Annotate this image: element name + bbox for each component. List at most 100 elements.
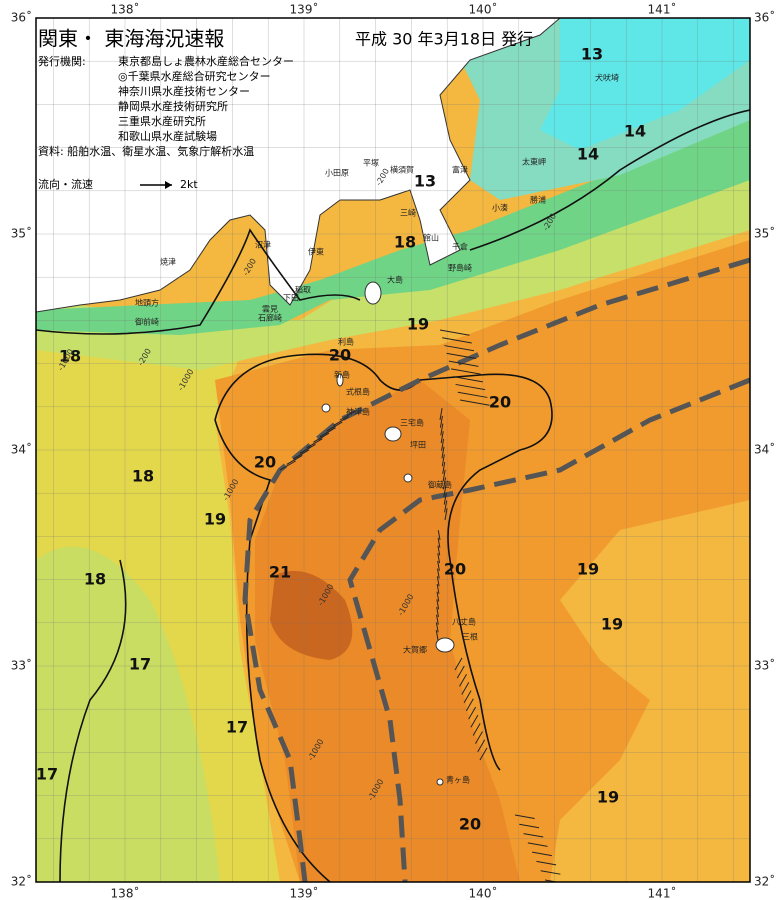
current-arrow bbox=[439, 329, 470, 336]
current-arrow bbox=[463, 690, 472, 703]
current-arrow bbox=[436, 591, 440, 602]
latitude-label: 32˚ bbox=[11, 874, 32, 889]
place-name: 青ヶ島 bbox=[446, 775, 470, 785]
place-name: 御蔵島 bbox=[428, 480, 452, 490]
current-arrow bbox=[443, 492, 447, 505]
current-arrow bbox=[536, 860, 557, 866]
latitude-label: 36˚ bbox=[754, 10, 775, 25]
current-arrow bbox=[286, 455, 303, 465]
place-name: 地頭方 bbox=[135, 298, 159, 308]
temperature-label: 18 bbox=[59, 347, 81, 366]
latitude-label: 34˚ bbox=[11, 442, 32, 457]
isotherm bbox=[214, 419, 331, 882]
temperature-label: 20 bbox=[329, 346, 351, 365]
current-arrow bbox=[475, 731, 483, 744]
place-name: 伊東 bbox=[308, 247, 324, 257]
temperature-label: 13 bbox=[581, 45, 603, 64]
issuer: 静岡県水産技術研究所 bbox=[118, 99, 228, 113]
current-arrow bbox=[442, 477, 447, 490]
place-name: 小田原 bbox=[325, 169, 349, 178]
legend-scale: 2kt bbox=[180, 178, 198, 191]
place-name: 焼津 bbox=[160, 257, 176, 267]
current-arrow bbox=[468, 706, 477, 720]
current-arrow bbox=[454, 657, 463, 671]
island bbox=[336, 373, 344, 387]
current-arrow bbox=[444, 345, 475, 352]
current-arrow bbox=[279, 460, 296, 471]
temperature-label: 19 bbox=[204, 510, 226, 529]
current-arrow bbox=[519, 823, 540, 829]
current-arrow bbox=[446, 352, 477, 360]
latitude-label: 32˚ bbox=[754, 874, 775, 889]
title: 関東・ 東海海況速報 bbox=[38, 27, 224, 51]
current-arrow bbox=[514, 814, 535, 819]
current-arrow bbox=[532, 851, 552, 857]
issuer-list: 東京都島しょ農林水産総合センター◎千葉県水産総合研究センター神奈川県水産技術セン… bbox=[118, 54, 294, 143]
current-arrow bbox=[437, 537, 441, 548]
place-name: 小湊 bbox=[492, 203, 508, 213]
current-arrow bbox=[459, 399, 490, 406]
current-arrow bbox=[436, 606, 439, 618]
place-name: 犬吠埼 bbox=[595, 73, 619, 83]
current-arrow bbox=[523, 833, 544, 838]
place-name: 三宅島 bbox=[400, 418, 424, 428]
longitude-label: 140˚ bbox=[469, 886, 498, 900]
place-name: 三根 bbox=[462, 632, 478, 642]
island bbox=[364, 281, 382, 305]
current-arrow bbox=[293, 449, 310, 460]
current-arrow bbox=[435, 630, 439, 641]
isotherm bbox=[36, 228, 361, 335]
current-arrow bbox=[440, 431, 444, 444]
place-name: 新島 bbox=[334, 370, 350, 380]
current-arrow bbox=[442, 461, 446, 474]
current-arrow bbox=[441, 438, 445, 451]
current-arrow bbox=[457, 391, 488, 398]
place-name: 横須賀 bbox=[390, 165, 414, 175]
place-name: 雲見 bbox=[262, 305, 278, 314]
current-arrow bbox=[437, 545, 441, 556]
current-arrow bbox=[319, 427, 336, 438]
current-arrow bbox=[437, 560, 440, 571]
longitude-label: 141˚ bbox=[648, 2, 677, 17]
issuer: 和歌山県水産試験場 bbox=[118, 129, 217, 143]
place-name: 式根島 bbox=[346, 387, 370, 397]
place-name: 御前崎 bbox=[135, 317, 159, 327]
temperature-label: 18 bbox=[132, 467, 154, 486]
current-arrow bbox=[436, 599, 440, 610]
longitude-label: 140˚ bbox=[469, 2, 498, 17]
sea-13 bbox=[540, 18, 750, 150]
current-arrow bbox=[437, 553, 441, 564]
temperature-label: 17 bbox=[129, 655, 151, 674]
current-arrow bbox=[440, 423, 444, 436]
place-name: 平塚 bbox=[363, 159, 379, 168]
current-arrow bbox=[436, 576, 440, 587]
temperature-label: 20 bbox=[444, 560, 466, 579]
sea-16 bbox=[36, 120, 750, 335]
current-arrow bbox=[339, 410, 356, 421]
place-name: 下田 bbox=[283, 294, 299, 303]
issuer: 神奈川県水産技術センター bbox=[118, 84, 250, 98]
issuer: ◎千葉県水産総合研究センター bbox=[118, 69, 271, 83]
sea-18-north bbox=[36, 160, 750, 370]
legend-label: 流向・流速 bbox=[38, 177, 93, 191]
place-name: 沼津 bbox=[255, 240, 271, 250]
place-name: 野島崎 bbox=[448, 263, 472, 273]
place-name: 大賀郷 bbox=[403, 645, 427, 655]
land bbox=[36, 18, 561, 313]
place-name: 千倉 bbox=[452, 242, 468, 252]
map-frame bbox=[35, 17, 751, 883]
latitude-label: 33˚ bbox=[11, 658, 32, 673]
latitude-label: 35˚ bbox=[11, 226, 32, 241]
islands bbox=[321, 281, 455, 786]
legend-arrow-head bbox=[165, 181, 172, 189]
current-arrow bbox=[333, 416, 350, 426]
temperature-label: 20 bbox=[254, 453, 276, 472]
current-arrow bbox=[456, 665, 465, 679]
temperature-label: 17 bbox=[226, 718, 248, 737]
sea-17 bbox=[36, 546, 220, 882]
current-arrow bbox=[435, 622, 439, 633]
place-name: 坪田 bbox=[410, 441, 426, 450]
current-arrow bbox=[453, 376, 483, 383]
longitude-label: 139˚ bbox=[290, 2, 319, 17]
island bbox=[403, 473, 413, 483]
